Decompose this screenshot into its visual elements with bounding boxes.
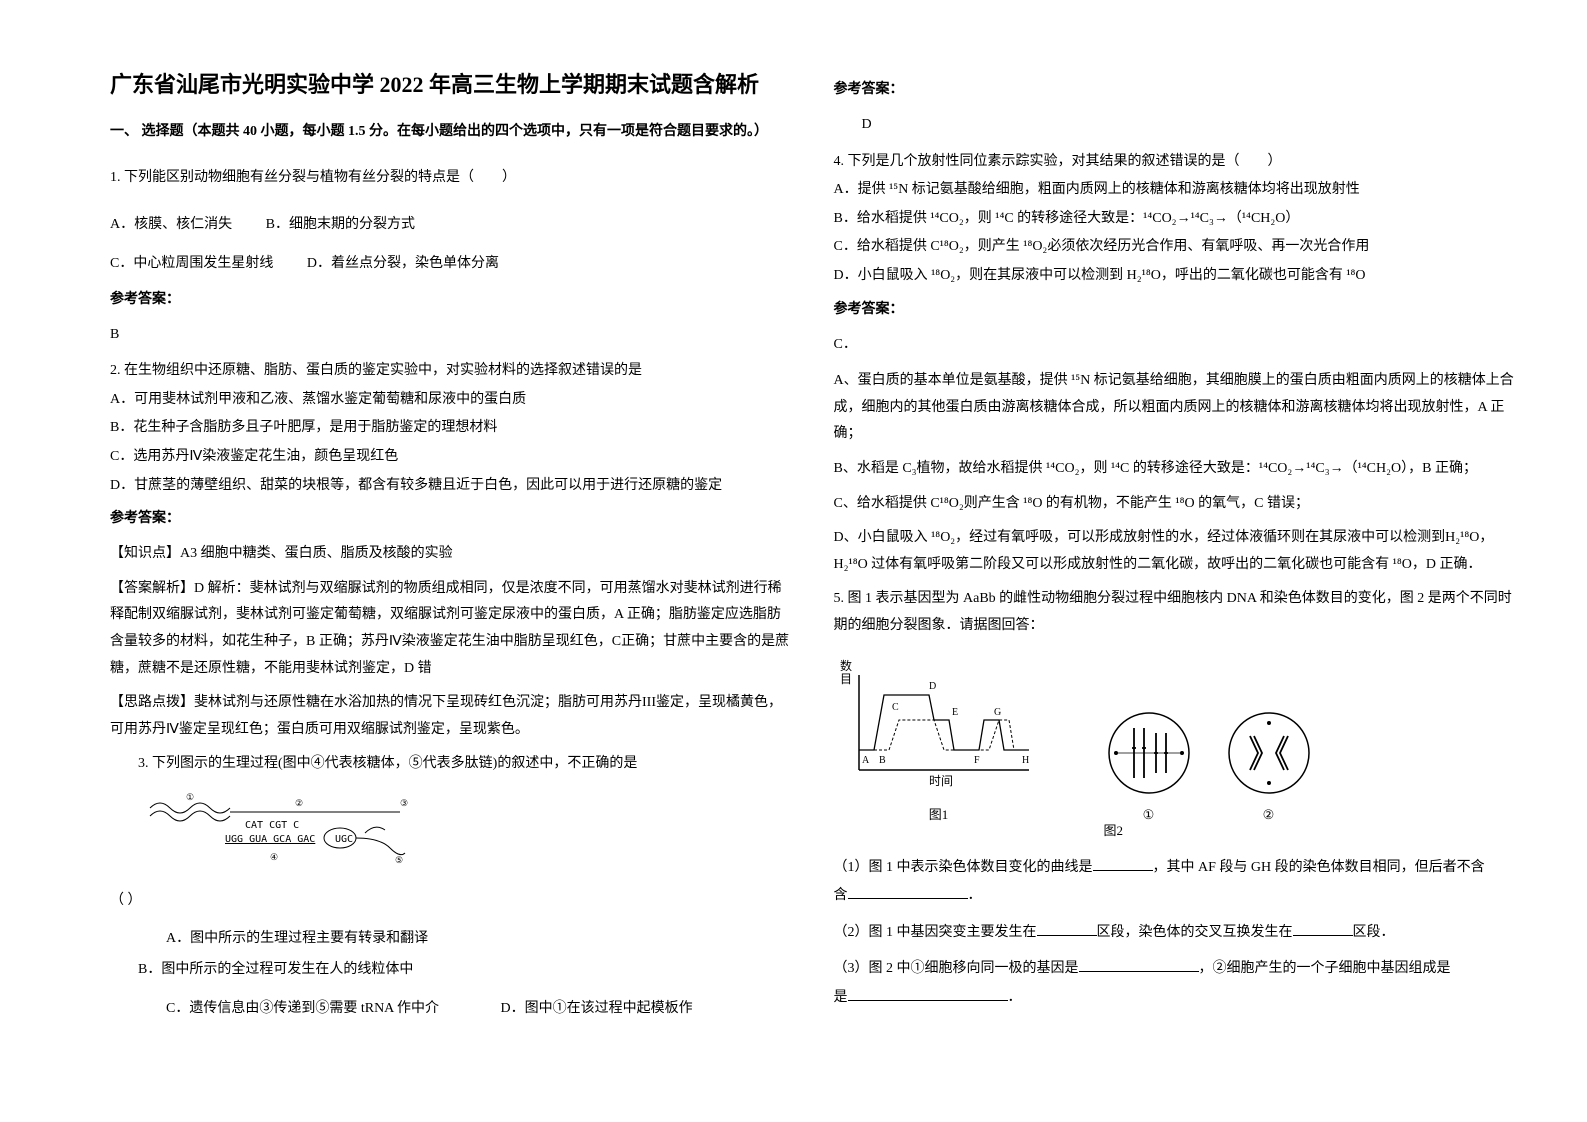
q4-exp-b: B、水稻是 C₃植物，故给水稻提供 ¹⁴CO₂，则 ¹⁴C 的转移途径大致是：¹… (834, 456, 1518, 483)
q5-sub2-end: 区段． (1353, 925, 1395, 940)
q4-ans-label: 参考答案： (834, 298, 1518, 318)
r-ans-top: D (834, 112, 1518, 139)
q1-options-row2: C．中心粒周围发生星射线 D．着丝点分裂，染色单体分离 (110, 249, 794, 280)
svg-text:C: C (892, 702, 899, 713)
q5-figure: 数 目 A B C D E F G H 时间 图1 (834, 655, 1518, 823)
q5-sub2: （2）图 1 中基因突变主要发生在 区段，染色体的交叉互换发生在 区段． (834, 920, 1518, 947)
q5-sub1b: 含． (834, 883, 1518, 910)
blank (1079, 956, 1199, 972)
blank (848, 985, 1008, 1001)
q2-b: B．花生种子含脂肪多且子叶肥厚，是用于脂肪鉴定的理想材料 (110, 415, 794, 442)
q5-sub3-pre: （3）图 2 中①细胞移向同一极的基因是 (834, 961, 1079, 976)
q4-ans: C． (834, 332, 1518, 359)
svg-text:F: F (974, 755, 980, 766)
r-ans-label-top: 参考答案： (834, 78, 1518, 98)
q3-optD: D．图中①在该过程中起模板作 (473, 994, 693, 1025)
q2-knowledge: 【知识点】A3 细胞中糖类、蛋白质、脂质及核酸的实验 (110, 541, 794, 568)
q5-sub1-end: ． (968, 888, 982, 903)
blank (1093, 855, 1153, 871)
svg-text:A: A (862, 755, 870, 766)
blank (1037, 920, 1097, 936)
svg-text:数: 数 (840, 658, 852, 673)
q1-optB: B．细胞末期的分裂方式 (266, 210, 415, 241)
svg-text:UGC: UGC (335, 834, 353, 845)
q5-sub1-pre: （1）图 1 中表示染色体数目变化的曲线是 (834, 860, 1093, 875)
q3-figure: ① ② ③ CAT CGT C UGG GUA GCA GAC UGC ④ ⑤ (140, 788, 794, 878)
q5-sub1: （1）图 1 中表示染色体数目变化的曲线是 ，其中 AF 段与 GH 段的染色体数… (834, 855, 1518, 882)
q3-options-row1: A．图中所示的生理过程主要有转录和翻译 B．图中所示的全过程可发生在人的线粒体中 (110, 924, 794, 986)
svg-text:G: G (994, 707, 1001, 718)
q5-sub3-end: ． (1008, 990, 1022, 1005)
q5-sub2-mid: 区段，染色体的交叉互换发生在 (1097, 925, 1293, 940)
q1-ans-label: 参考答案： (110, 288, 794, 308)
q2-analysis1: 【答案解析】D 解析：斐林试剂与双缩脲试剂的物质组成相同，仅是浓度不同，可用蒸馏… (110, 576, 794, 682)
q2-ans-label: 参考答案： (110, 507, 794, 527)
q5-cell1-svg (1104, 708, 1194, 798)
q5-stem: 5. 图 1 表示基因型为 AaBb 的雌性动物细胞分裂过程中细胞核内 DNA … (834, 586, 1518, 639)
q3-stem: 3. 下列图示的生理过程(图中④代表核糖体，⑤代表多肽链)的叙述中，不正确的是 (110, 751, 794, 778)
q5-sub3b: 是． (834, 985, 1518, 1012)
q1-stem: 1. 下列能区别动物细胞有丝分裂与植物有丝分裂的特点是（ ） (110, 164, 794, 192)
q5-cells: ① ② (1104, 708, 1314, 823)
q3-paren: （ ） (110, 888, 794, 915)
q3-diagram-svg: ① ② ③ CAT CGT C UGG GUA GCA GAC UGC ④ ⑤ (140, 788, 420, 878)
svg-text:②: ② (295, 798, 303, 808)
blank (848, 883, 968, 899)
blank (1293, 920, 1353, 936)
q1-optD: D．着丝点分裂，染色单体分离 (307, 249, 499, 280)
svg-text:D: D (929, 681, 936, 692)
q1-options-row1: A．核膜、核仁消失 B．细胞末期的分裂方式 (110, 210, 794, 241)
q5-graph-svg: 数 目 A B C D E F G H 时间 (834, 655, 1044, 795)
q3-optB: B．图中所示的全过程可发生在人的线粒体中 (110, 955, 413, 986)
q5-sub1-mid: ，其中 AF 段与 GH 段的染色体数目相同，但后者不含 (1153, 860, 1485, 875)
svg-text:H: H (1022, 755, 1029, 766)
section-header: 一、 选择题（本题共 40 小题，每小题 1.5 分。在每小题给出的四个选项中，… (110, 119, 794, 144)
q4-a: A．提供 ¹⁵N 标记氨基酸给细胞，粗面内质网上的核糖体和游离核糖体均将出现放射… (834, 177, 1518, 204)
svg-text:B: B (879, 755, 886, 766)
svg-text:E: E (952, 707, 958, 718)
q2-d: D．甘蔗茎的薄壁组织、甜菜的块根等，都含有较多糖且近于白色，因此可以用于进行还原… (110, 473, 794, 500)
q4-exp-d: D、小白鼠吸入 ¹⁸O₂，经过有氧呼吸，可以形成放射性的水，经过体液循环则在其尿… (834, 525, 1518, 578)
q4-c: C．给水稻提供 C¹⁸O₂，则产生 ¹⁸O₂必须依次经历光合作用、有氧呼吸、再一… (834, 234, 1518, 261)
q5-sub3: （3）图 2 中①细胞移向同一极的基因是 ，②细胞产生的一个子细胞中基因组成是 (834, 956, 1518, 983)
q2-analysis2: 【思路点拨】斐林试剂与还原性糖在水浴加热的情况下呈现砖红色沉淀；脂肪可用苏丹II… (110, 690, 794, 743)
q5-cell2-wrap: ② (1224, 708, 1314, 823)
svg-text:UGG GUA GCA GAC: UGG GUA GCA GAC (225, 834, 315, 845)
q5-caption1: 图1 (834, 804, 1044, 823)
q5-cell1-wrap: ① (1104, 708, 1194, 823)
svg-text:CAT CGT C: CAT CGT C (245, 820, 299, 831)
q4-b: B．给水稻提供 ¹⁴CO₂，则 ¹⁴C 的转移途径大致是：¹⁴CO₂→¹⁴C₃→… (834, 206, 1518, 233)
page-title: 广东省汕尾市光明实验中学 2022 年高三生物上学期期末试题含解析 (110, 70, 794, 101)
q1-optC: C．中心粒周围发生星射线 (110, 249, 273, 280)
q1-ans: B (110, 322, 794, 349)
svg-text:⑤: ⑤ (395, 855, 403, 865)
q4-exp-a: A、蛋白质的基本单位是氨基酸，提供 ¹⁵N 标记氨基给细胞，其细胞膜上的蛋白质由… (834, 368, 1518, 448)
q3-optA: A．图中所示的生理过程主要有转录和翻译 (138, 924, 428, 955)
q4-exp-c: C、给水稻提供 C¹⁸O₂则产生含 ¹⁸O 的有机物，不能产生 ¹⁸O 的氧气，… (834, 491, 1518, 518)
svg-text:④: ④ (270, 852, 278, 862)
q3-options-row2: C．遗传信息由③传递到⑤需要 tRNA 作中介 D．图中①在该过程中起模板作 (110, 994, 794, 1025)
q3-optC: C．遗传信息由③传递到⑤需要 tRNA 作中介 (138, 994, 439, 1025)
q4-stem: 4. 下列是几个放射性同位素示踪实验，对其结果的叙述错误的是（ ） (834, 149, 1518, 176)
q5-graph-wrap: 数 目 A B C D E F G H 时间 图1 (834, 655, 1044, 823)
q2-c: C．选用苏丹Ⅳ染液鉴定花生油，颜色呈现红色 (110, 444, 794, 471)
svg-text:目: 目 (840, 672, 852, 686)
q2-stem: 2. 在生物组织中还原糖、脂肪、蛋白质的鉴定实验中，对实验材料的选择叙述错误的是 (110, 358, 794, 385)
q1-optA: A．核膜、核仁消失 (110, 210, 232, 241)
q5-sub3-mid: ，②细胞产生的一个子细胞中基因组成是 (1199, 961, 1451, 976)
svg-text:时间: 时间 (929, 774, 953, 788)
svg-text:③: ③ (400, 798, 408, 808)
q4-d: D．小白鼠吸入 ¹⁸O₂，则在其尿液中可以检测到 H₂¹⁸O，呼出的二氧化碳也可… (834, 263, 1518, 290)
q5-sub2-pre: （2）图 1 中基因突变主要发生在 (834, 925, 1037, 940)
q5-cell2-svg (1224, 708, 1314, 798)
q2-a: A．可用斐林试剂甲液和乙液、蒸馏水鉴定葡萄糖和尿液中的蛋白质 (110, 387, 794, 414)
q5-circle2: ② (1224, 807, 1314, 823)
svg-text:①: ① (186, 792, 194, 802)
